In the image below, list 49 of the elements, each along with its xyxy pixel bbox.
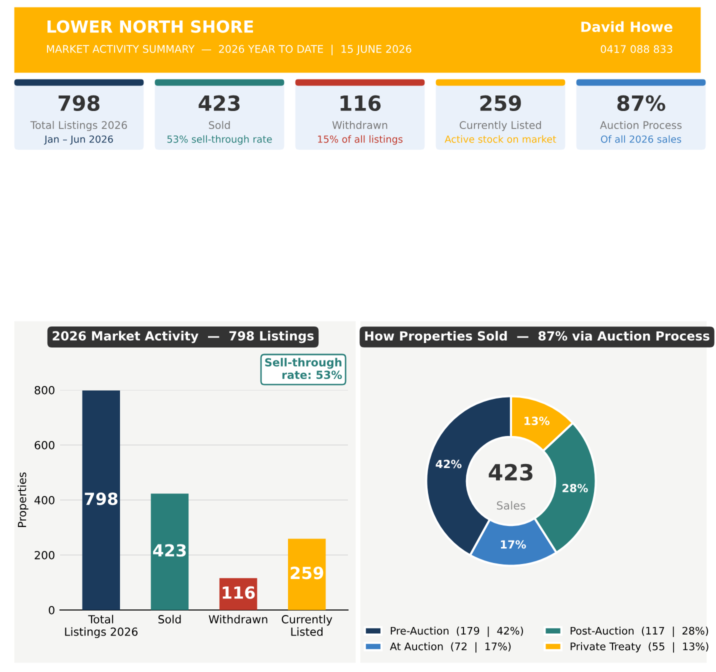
data-label: 423 xyxy=(153,544,186,557)
text: 423 xyxy=(488,464,532,481)
legend-label: At Auction (72 | 17%) xyxy=(390,642,511,653)
bar xyxy=(288,538,326,610)
data-label: 42% xyxy=(436,460,462,468)
legend-label: Pre-Auction (179 | 42%) xyxy=(390,626,523,637)
y-tick-label: 600 xyxy=(34,440,54,450)
text: Sell-through rate: 53% xyxy=(265,358,342,380)
y-tick-label: 0 xyxy=(48,606,54,614)
text: 798 xyxy=(58,95,100,112)
chart-title: How Properties Sold — 87% via Auction Process xyxy=(365,330,710,344)
data-label: 259 xyxy=(290,566,324,580)
text: LOWER NORTH SHORE xyxy=(48,20,254,33)
data-label: 13% xyxy=(524,416,550,426)
data-label: 17% xyxy=(500,540,526,549)
text: Active stock on market xyxy=(444,135,556,143)
text: 0417 088 833 xyxy=(600,45,672,54)
text: 87% xyxy=(617,95,666,112)
text: Sales xyxy=(496,501,526,510)
text: Currently Listed xyxy=(460,120,541,132)
bar xyxy=(150,494,189,610)
text: 53% sell-through rate xyxy=(167,135,272,145)
y-tick-label: 200 xyxy=(34,550,54,560)
legend-label: Post-Auction (117 | 28%) xyxy=(570,626,708,637)
y-tick-label: 800 xyxy=(34,386,54,394)
bar xyxy=(82,390,120,610)
text: 259 xyxy=(480,95,521,112)
x-tick-label: Total Listings 2026 xyxy=(65,614,138,638)
text: Total Listings 2026 xyxy=(30,120,127,132)
text: Sold xyxy=(208,120,230,130)
text: 15% of all listings xyxy=(318,135,403,145)
data-label: 798 xyxy=(84,492,118,506)
text: 116 xyxy=(340,95,381,112)
x-tick-label: Sold xyxy=(158,614,181,624)
x-tick-label: Withdrawn xyxy=(208,614,268,624)
x-tick-label: Currently Listed xyxy=(282,614,332,636)
text: Auction Process xyxy=(600,120,682,130)
data-label: 28% xyxy=(562,484,588,492)
text: David Howe xyxy=(581,21,672,32)
text: Jan – Jun 2026 xyxy=(44,135,113,145)
text: Withdrawn xyxy=(332,120,388,130)
legend-label: Private Treaty (55 | 13%) xyxy=(570,642,708,653)
y-tick-label: 400 xyxy=(34,496,54,504)
y-axis-title: Properties xyxy=(18,472,28,527)
text: MARKET ACTIVITY SUMMARY — 2026 YEAR TO DATE | 15 JUNE 2026 xyxy=(47,44,412,56)
text: Of all 2026 sales xyxy=(600,135,682,143)
data-label: 116 xyxy=(222,586,255,599)
text: 423 xyxy=(198,95,240,112)
chart-title: 2026 Market Activity — 798 Listings xyxy=(52,330,314,344)
